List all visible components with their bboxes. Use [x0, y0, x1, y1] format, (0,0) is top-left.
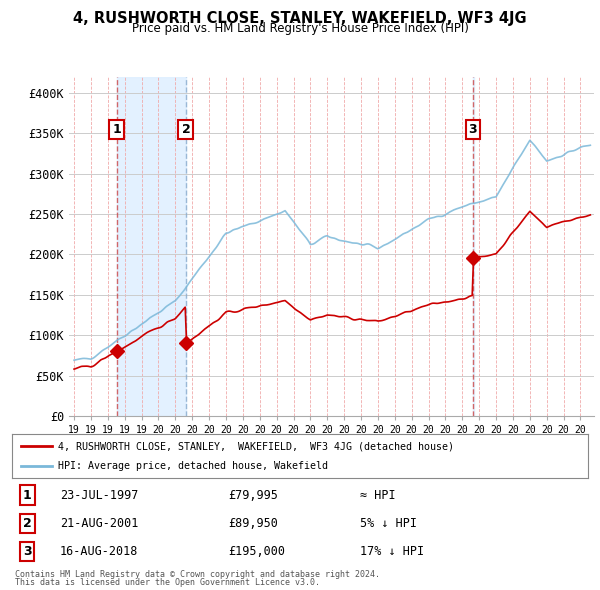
Text: 23-JUL-1997: 23-JUL-1997 [60, 489, 139, 502]
Bar [473, 77, 475, 416]
Text: Contains HM Land Registry data © Crown copyright and database right 2024.: Contains HM Land Registry data © Crown c… [15, 571, 380, 579]
Text: This data is licensed under the Open Government Licence v3.0.: This data is licensed under the Open Gov… [15, 578, 320, 587]
Text: 16-AUG-2018: 16-AUG-2018 [60, 545, 139, 558]
Text: 3: 3 [23, 545, 31, 558]
Text: 5% ↓ HPI: 5% ↓ HPI [360, 517, 417, 530]
Text: 4, RUSHWORTH CLOSE, STANLEY, WAKEFIELD, WF3 4JG: 4, RUSHWORTH CLOSE, STANLEY, WAKEFIELD, … [73, 11, 527, 25]
Text: £89,950: £89,950 [228, 517, 278, 530]
Text: 21-AUG-2001: 21-AUG-2001 [60, 517, 139, 530]
Text: 3: 3 [469, 123, 477, 136]
Bar [117, 77, 186, 416]
Text: 2: 2 [182, 123, 190, 136]
Text: 2: 2 [23, 517, 31, 530]
Text: £195,000: £195,000 [228, 545, 285, 558]
Text: 17% ↓ HPI: 17% ↓ HPI [360, 545, 424, 558]
Text: 4, RUSHWORTH CLOSE, STANLEY,  WAKEFIELD,  WF3 4JG (detached house): 4, RUSHWORTH CLOSE, STANLEY, WAKEFIELD, … [58, 441, 454, 451]
Text: 1: 1 [113, 123, 121, 136]
Text: 1: 1 [23, 489, 31, 502]
Text: £79,995: £79,995 [228, 489, 278, 502]
Text: HPI: Average price, detached house, Wakefield: HPI: Average price, detached house, Wake… [58, 461, 328, 470]
Text: Price paid vs. HM Land Registry's House Price Index (HPI): Price paid vs. HM Land Registry's House … [131, 22, 469, 35]
Text: ≈ HPI: ≈ HPI [360, 489, 395, 502]
